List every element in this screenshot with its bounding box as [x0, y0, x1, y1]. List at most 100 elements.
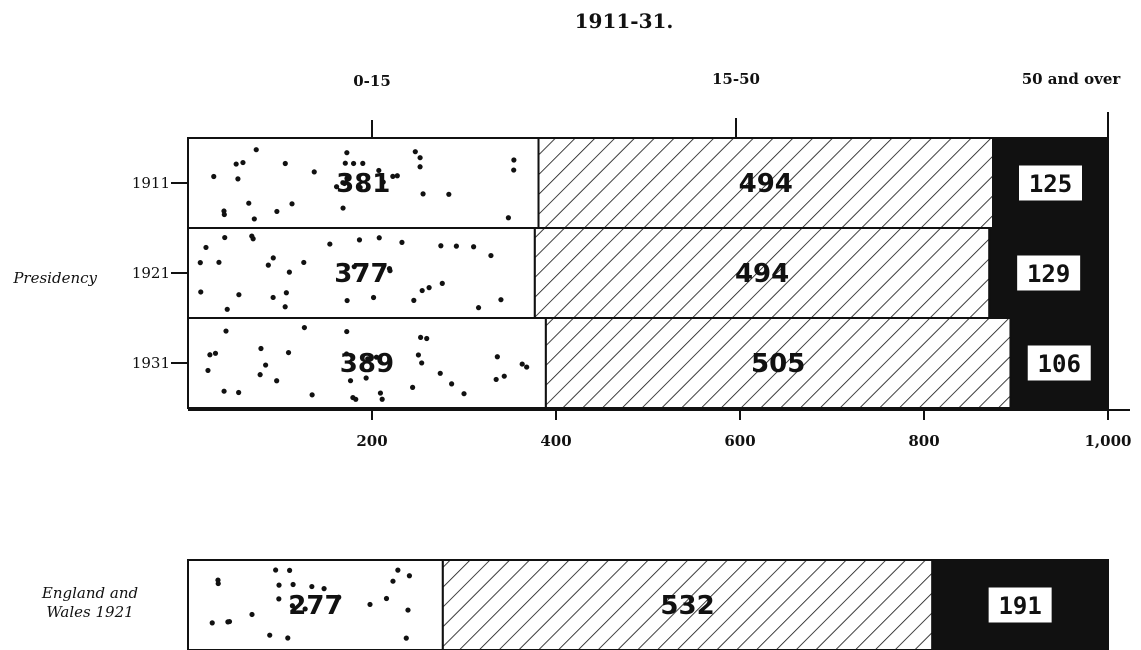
dot-texture [211, 173, 217, 180]
row-label-1931: 1931 [132, 354, 170, 372]
chart-title: 1911-31. [575, 9, 674, 33]
dot-texture [226, 618, 233, 625]
dot-texture [343, 351, 350, 357]
dot-texture [286, 567, 293, 573]
dot-texture [209, 620, 215, 626]
dot-texture [347, 378, 354, 384]
dot-texture [282, 304, 288, 310]
dot-texture [216, 259, 222, 265]
dot-texture [380, 179, 386, 185]
value-label: 389 [340, 349, 394, 379]
dot-texture [383, 595, 390, 602]
dot-texture [390, 173, 396, 180]
dot-texture [511, 167, 517, 173]
dot-texture [197, 260, 203, 266]
dot-texture [203, 244, 209, 251]
dot-texture [370, 294, 377, 301]
dot-texture [235, 176, 241, 182]
dot-texture [236, 292, 242, 298]
dot-texture [446, 191, 452, 197]
row-labels: 1911 1921 1931 [132, 174, 188, 372]
dot-texture [344, 297, 350, 304]
dot-texture [233, 161, 239, 167]
dot-texture [285, 635, 291, 641]
comparison-label-line2: Wales 1921 [46, 603, 133, 621]
comparison-label-line1: England and [41, 584, 138, 602]
dot-texture [420, 191, 426, 197]
value-label-box [1027, 345, 1091, 381]
dot-texture [321, 586, 327, 592]
dot-texture [257, 372, 263, 378]
band-marker-ticks [371, 112, 1109, 138]
dot-texture [356, 237, 363, 243]
dot-texture [353, 396, 359, 402]
dot-texture [524, 364, 530, 370]
dot-texture [207, 352, 213, 358]
dot-texture [215, 580, 221, 587]
dot-texture [336, 594, 342, 600]
value-label: 106 [1038, 350, 1081, 378]
dot-texture [282, 160, 288, 167]
dot-texture [274, 378, 280, 384]
dot-texture [344, 328, 350, 335]
bar-england-and-wales-1921-segment-0-15 [187, 559, 444, 650]
dot-texture [344, 175, 350, 182]
dot-texture [365, 356, 371, 362]
dot-texture [212, 350, 219, 356]
dot-texture [439, 280, 445, 286]
x-tick-label: 200 [356, 432, 387, 450]
dot-texture [285, 349, 292, 356]
dot-texture [379, 396, 385, 402]
dot-texture [501, 373, 507, 379]
dot-texture [475, 305, 482, 311]
dot-texture [363, 375, 369, 381]
dot-texture [405, 607, 411, 613]
dot-texture [273, 567, 279, 573]
dot-texture [493, 376, 499, 383]
x-tick-label: 800 [908, 432, 939, 450]
dot-texture [246, 200, 252, 206]
dot-texture [240, 159, 246, 166]
dot-texture [351, 264, 357, 270]
dot-texture [438, 243, 444, 249]
dot-texture [301, 324, 307, 331]
dot-texture [471, 244, 477, 250]
dot-texture [258, 345, 264, 352]
dot-texture [453, 243, 459, 249]
dot-texture [286, 269, 292, 275]
dot-texture [270, 294, 276, 301]
dot-texture [399, 239, 405, 245]
dot-texture [377, 390, 384, 396]
dot-texture [424, 335, 430, 342]
dot-texture [519, 361, 525, 367]
dot-texture [376, 167, 382, 174]
value-label: 494 [735, 259, 789, 289]
dot-texture [198, 289, 204, 295]
dot-texture [403, 635, 409, 641]
dot-texture [265, 262, 271, 268]
value-label: 129 [1027, 260, 1070, 288]
dot-texture [419, 287, 425, 294]
dot-texture [221, 388, 227, 394]
dot-texture [309, 392, 315, 398]
dot-texture [344, 150, 350, 156]
dot-texture [360, 160, 366, 166]
dot-texture [412, 149, 418, 155]
dot-texture [301, 259, 307, 266]
band-label-15-50: 15-50 [712, 70, 760, 88]
dot-texture [410, 384, 416, 390]
band-label-50-and-over: 50 and over [1022, 70, 1122, 88]
dot-texture [223, 328, 229, 334]
dot-texture [419, 360, 425, 366]
row-label-1921: 1921 [132, 264, 170, 282]
dot-texture [311, 169, 317, 175]
dot-texture [406, 573, 413, 579]
dot-texture [276, 596, 282, 602]
dot-texture [415, 352, 422, 358]
dot-texture [373, 354, 380, 360]
dot-texture [290, 581, 296, 588]
value-label: 505 [751, 349, 805, 379]
dot-texture [270, 255, 276, 261]
value-label-box [988, 587, 1052, 623]
dot-texture [461, 391, 467, 397]
